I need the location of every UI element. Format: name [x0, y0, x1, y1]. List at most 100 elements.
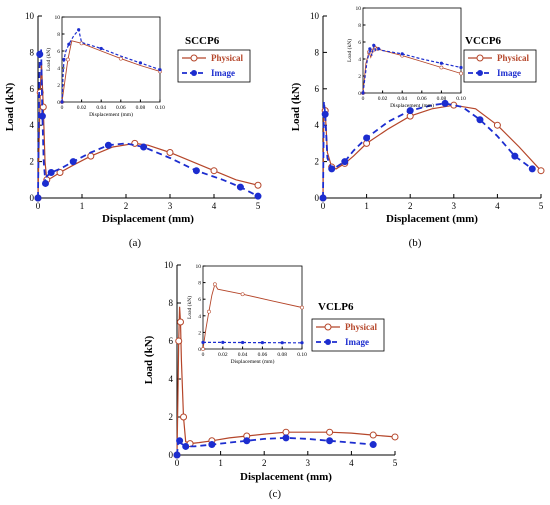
legend-label: Physical	[211, 53, 244, 63]
data-point-physical	[369, 431, 377, 439]
inset-data-point-image	[62, 57, 66, 62]
data-point-physical	[166, 149, 174, 156]
data-point-image	[69, 158, 77, 166]
inset-data-point-physical	[65, 57, 70, 62]
inset-data-point-physical	[459, 71, 463, 76]
panel-c: 0 2 4 6 8 10 0 1 2 3 4 5 Displacement (mm) Load (kN) V…	[143, 260, 399, 500]
legend-swatch-marker	[325, 339, 331, 345]
data-point-image	[182, 442, 190, 450]
data-point-physical	[87, 152, 95, 160]
inset-frame	[61, 16, 161, 103]
data-point-image	[326, 437, 334, 445]
series-line-image	[37, 48, 259, 199]
y-tick-label: 10	[310, 11, 320, 21]
series-line-physical	[176, 306, 396, 456]
inset-data-point-image	[99, 46, 103, 51]
series-line-physical	[322, 103, 542, 199]
inset-data-point-image	[459, 65, 463, 70]
y-tick-label: 2	[30, 157, 35, 167]
inset-x-axis-title: Displacement (mm)	[89, 111, 133, 118]
inset-data-point-image	[377, 47, 381, 51]
data-point-image	[328, 165, 336, 173]
inset-data-point-image	[400, 52, 404, 56]
legend: Physical Image	[177, 49, 251, 83]
y-tick-label: 6	[30, 84, 35, 94]
inset-x-tick-label: 0.04	[238, 352, 248, 358]
x-tick-label: 5	[256, 201, 261, 211]
legend: Physical Image	[463, 49, 537, 83]
data-point-image	[173, 451, 181, 459]
x-axis-title: Displacement (mm)	[240, 471, 332, 483]
legend-swatch-marker	[324, 323, 332, 331]
inset-x-tick-label: 0.10	[155, 105, 165, 111]
data-point-image	[34, 194, 42, 202]
data-point-physical	[493, 121, 501, 129]
data-point-image	[243, 437, 251, 445]
inset-y-axis-title: Load (kN)	[346, 39, 353, 62]
x-tick-label: 1	[364, 201, 369, 211]
x-tick-label: 5	[539, 201, 544, 211]
inset-y-tick-label: 2	[57, 83, 60, 89]
inset-y-tick-label: 2	[358, 74, 361, 80]
data-point-image	[236, 183, 244, 191]
inset-x-tick-label: 0.08	[277, 352, 287, 358]
legend-label: Physical	[345, 322, 378, 332]
panel-caption: (b)	[409, 237, 422, 249]
inset-y-tick-label: 6	[57, 49, 60, 55]
x-tick-label: 2	[124, 201, 129, 211]
x-tick-label: 3	[452, 201, 457, 211]
inset-y-tick-label: 8	[57, 32, 60, 38]
x-tick-label: 3	[168, 201, 173, 211]
data-point-image	[192, 167, 200, 175]
data-point-image	[38, 112, 46, 120]
inset-plot: 0 2 4 6 8 10 0 0.02 0.04 0.06 0.08 0.10 Displacement…	[45, 15, 165, 118]
inset-data-point-physical	[207, 309, 211, 314]
legend-box	[311, 318, 385, 352]
data-point-image	[476, 116, 484, 124]
inset-x-tick-label: 0.10	[456, 96, 466, 102]
y-tick-label: 0	[315, 193, 320, 203]
legend-label: Physical	[497, 53, 530, 63]
data-point-image	[254, 192, 262, 200]
data-point-physical	[282, 428, 290, 436]
panel-title: VCCP6	[465, 35, 502, 47]
y-tick-label: 4	[30, 120, 35, 130]
data-point-physical	[391, 433, 399, 441]
data-point-image	[36, 50, 44, 58]
y-tick-label: 2	[169, 412, 174, 422]
inset-data-point-physical	[201, 347, 205, 351]
inset-y-tick-label: 0	[358, 91, 361, 97]
inset-x-tick-label: 0	[202, 352, 205, 358]
series-line-image	[322, 101, 533, 199]
inset-x-tick-label: 0.06	[116, 105, 126, 111]
y-tick-label: 6	[169, 336, 174, 346]
inset-data-point-image	[300, 341, 304, 345]
x-tick-label: 4	[495, 201, 500, 211]
y-tick-label: 8	[30, 47, 35, 57]
inset-series-line-image	[61, 28, 161, 103]
data-point-image	[511, 152, 519, 160]
legend: Physical Image	[311, 318, 385, 352]
y-axis-title: Load (kN)	[290, 82, 302, 131]
data-point-physical	[56, 169, 64, 177]
legend-swatch-marker	[191, 70, 197, 76]
inset-frame	[362, 7, 462, 94]
data-point-image	[176, 437, 184, 445]
inset-x-tick-label: 0	[61, 105, 64, 111]
y-tick-label: 0	[169, 450, 174, 460]
inset-x-tick-label: 0.02	[77, 105, 87, 111]
legend-swatch-marker	[476, 54, 484, 62]
x-tick-label: 4	[212, 201, 217, 211]
inset-data-point-image	[67, 42, 71, 46]
data-point-image	[319, 194, 327, 202]
panel-title: VCLP6	[318, 301, 354, 313]
inset-data-point-physical	[212, 282, 217, 287]
inset-x-axis-title: Displacement (mm)	[231, 358, 275, 365]
legend-label: Image	[345, 337, 369, 347]
series-line-image	[176, 436, 374, 456]
inset-y-tick-label: 10	[196, 264, 202, 270]
panel-a: 0 2 4 6 8 10 0 1 2 3 4 5 Displacement (mm) Load (kN) S…	[4, 11, 262, 249]
data-point-image	[321, 110, 329, 118]
inset-data-point-image	[60, 100, 64, 104]
panel-title: SCCP6	[185, 35, 220, 47]
